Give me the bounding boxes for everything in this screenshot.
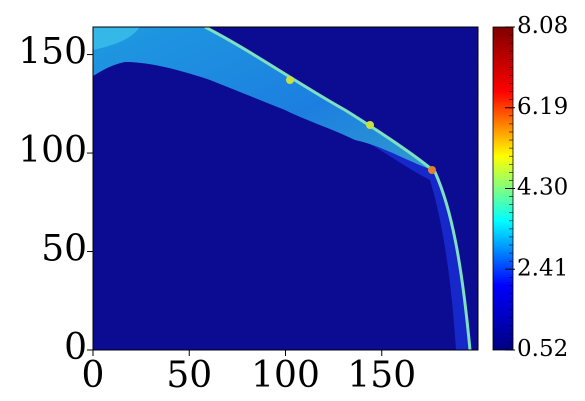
shock-band: [93, 27, 432, 170]
x-tick-label: 100: [251, 355, 320, 396]
y-tick-label: 50: [41, 229, 87, 270]
triple-point: [428, 166, 436, 174]
field: [93, 27, 478, 350]
colorbar-frame: [492, 26, 514, 351]
colorbar-tick-label: 0.52: [517, 336, 568, 362]
x-tick-label: 0: [82, 355, 105, 396]
inflow-region: [93, 27, 140, 50]
colorbar-tick-label: 2.41: [517, 255, 568, 281]
triple-point: [286, 76, 294, 84]
colorbar: 0.52 2.41 4.30 6.19 8.08: [492, 13, 568, 362]
x-tick-label: 50: [166, 355, 212, 396]
y-tick-label: 150: [18, 32, 87, 73]
y-tick-label: 100: [18, 130, 87, 171]
colorbar-tick-label: 8.08: [517, 13, 568, 39]
colorbar-tick-label: 4.30: [517, 175, 568, 201]
colorbar-tick-label: 6.19: [517, 94, 568, 120]
triple-point: [366, 121, 374, 129]
shock-front: [204, 27, 472, 350]
x-tick-label: 150: [347, 355, 416, 396]
y-tick-label: 0: [64, 327, 87, 368]
